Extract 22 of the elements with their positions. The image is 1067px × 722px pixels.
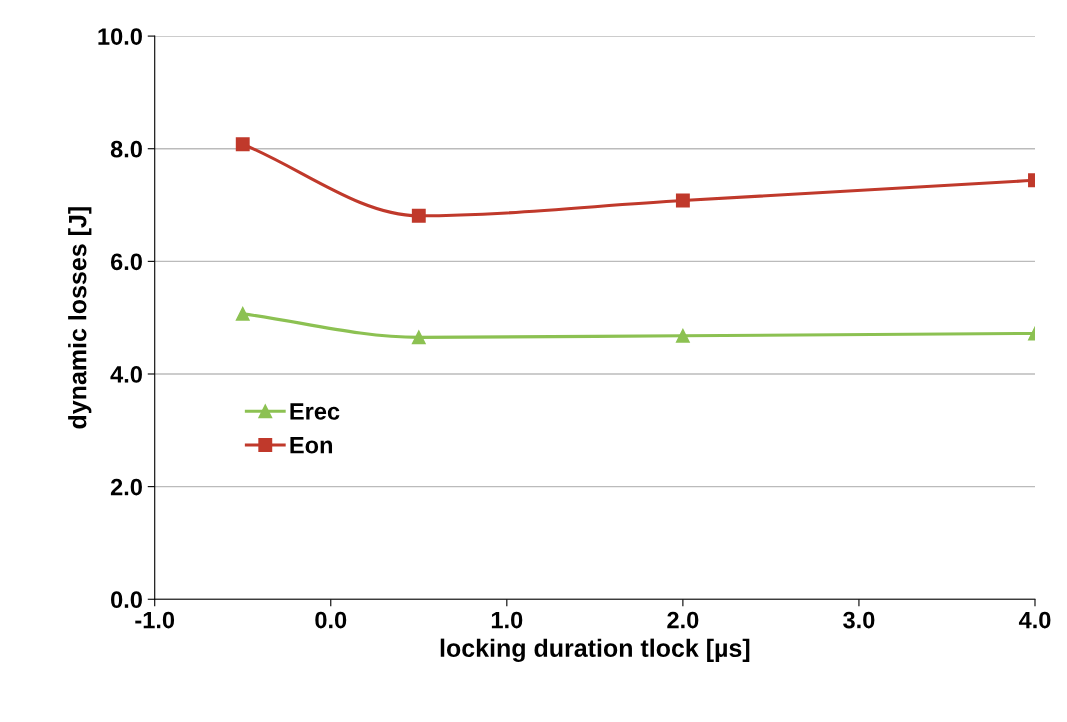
y-axis-title: dynamic losses [J]	[68, 207, 92, 429]
point	[411, 208, 426, 223]
legend-label: Eon	[290, 437, 333, 454]
point	[675, 328, 690, 343]
y-tick-label: 10.0	[98, 28, 142, 45]
x-axis-title: locking duration tlock [µs]	[440, 638, 750, 663]
point	[235, 137, 250, 152]
point	[411, 330, 426, 345]
point	[235, 306, 250, 321]
legend-label: Erec	[290, 403, 340, 420]
x-tick-label: 3.0	[843, 611, 875, 629]
x-tick-label: 0.0	[315, 611, 347, 629]
y-tick-label: 8.0	[110, 140, 142, 158]
x-tick-label: 4.0	[1018, 611, 1051, 629]
x-tick-label: 1.0	[491, 611, 523, 629]
point	[675, 193, 690, 208]
x-tick-label: 2.0	[667, 611, 699, 629]
y-tick-label: 2.0	[110, 478, 142, 496]
y-tick-label: 0.0	[111, 591, 142, 609]
y-tick-label: 6.0	[110, 253, 142, 271]
y-tick-label: 4.0	[110, 366, 142, 383]
x-tick-label: -1.0	[135, 611, 175, 629]
